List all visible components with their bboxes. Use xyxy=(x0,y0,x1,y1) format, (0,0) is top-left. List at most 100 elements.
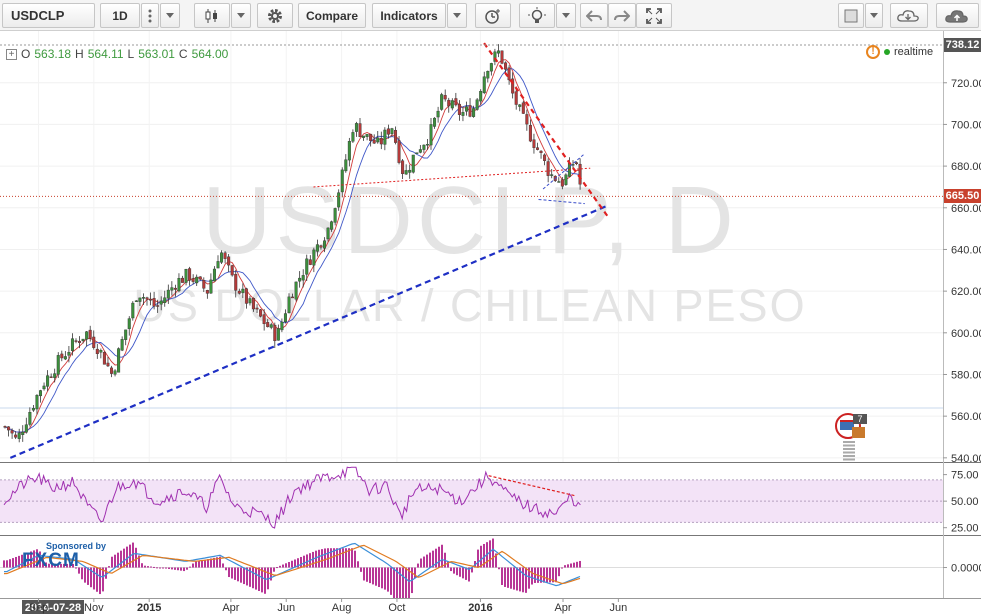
rsi-axis[interactable]: 75.00 50.00 25.00 xyxy=(943,470,979,535)
macd-histogram-bar xyxy=(324,548,326,568)
macd-histogram-bar xyxy=(219,556,221,568)
collapse-legend-icon[interactable]: + xyxy=(6,48,17,60)
macd-histogram-bar xyxy=(96,567,98,592)
candle-body xyxy=(276,328,280,341)
macd-histogram-bar xyxy=(36,549,38,568)
macd-histogram-bar xyxy=(336,548,338,568)
last-price-label: 665.50 xyxy=(944,189,981,204)
event-icon-secondary xyxy=(852,427,865,438)
macd-histogram-bar xyxy=(150,566,152,568)
indicators-button[interactable]: Indicators xyxy=(372,3,446,28)
fullscreen-button[interactable] xyxy=(636,3,672,28)
redo-icon xyxy=(614,9,630,22)
macd-axis[interactable]: 0.0000 xyxy=(943,563,981,575)
macd-pane[interactable]: 0.0000 xyxy=(0,535,981,598)
indicators-dropdown-button[interactable] xyxy=(447,3,467,28)
symbol-search-button[interactable]: USDCLP xyxy=(2,3,95,28)
candle-body xyxy=(70,338,74,351)
flag-stripe xyxy=(840,420,854,422)
candle-body xyxy=(67,352,71,356)
candle-body xyxy=(536,147,540,150)
macd-histogram-bar xyxy=(441,544,443,568)
chart-style-dropdown-button[interactable] xyxy=(231,3,251,28)
macd-histogram-bar xyxy=(399,567,401,598)
price-pane[interactable]: USDCLP, D US DOLLAR / CHILEAN PESO 720.0… xyxy=(0,31,981,462)
interval-more-icon[interactable] xyxy=(141,3,159,28)
time-tick-label: 2016 xyxy=(468,602,492,614)
alert-button[interactable] xyxy=(475,3,511,28)
macd-histogram-bar xyxy=(159,567,161,569)
compare-button[interactable]: Compare xyxy=(298,3,366,28)
candle-body xyxy=(191,278,195,282)
idea-dropdown-button[interactable] xyxy=(556,3,576,28)
trendline-support[interactable] xyxy=(9,204,608,459)
candle-body xyxy=(525,114,529,125)
redo-button[interactable] xyxy=(608,3,636,28)
macd-histogram-bar xyxy=(51,563,53,568)
event-stack-bar xyxy=(843,451,855,454)
macd-histogram-bar xyxy=(231,567,233,579)
settings-button[interactable] xyxy=(257,3,293,28)
macd-histogram-bar xyxy=(417,563,419,568)
ohlc-legend: + O 563.18 H 564.11 L 563.01 C 564.00 xyxy=(6,47,228,61)
candle-body xyxy=(418,149,422,153)
chevron-down-icon xyxy=(562,13,570,18)
macd-histogram-bar xyxy=(381,567,383,589)
moving-average-line xyxy=(4,68,581,433)
macd-histogram-bar xyxy=(24,553,26,568)
candle-body xyxy=(88,329,92,339)
price-axis[interactable]: 720.00 700.00 680.00 660.00 640.00 620.00 600.… xyxy=(943,78,981,462)
load-cloud-button[interactable] xyxy=(936,3,979,28)
candle-body xyxy=(283,313,287,323)
publish-idea-button[interactable] xyxy=(519,3,555,28)
save-cloud-button[interactable] xyxy=(890,3,928,28)
macd-histogram-bar xyxy=(495,553,497,568)
candle-body xyxy=(362,135,366,138)
candle-body xyxy=(273,324,277,342)
interval-dropdown-button[interactable] xyxy=(160,3,180,28)
price-tick-label: 540.00 xyxy=(951,453,981,462)
candle-body xyxy=(188,268,192,281)
macd-histogram-bar xyxy=(303,555,305,568)
rsi-pane[interactable]: 75.00 50.00 25.00 xyxy=(0,462,981,535)
macd-histogram-bar xyxy=(135,547,137,568)
candle-body xyxy=(475,99,479,110)
rsi-tick-label: 25.00 xyxy=(951,523,979,535)
event-stack xyxy=(843,441,855,461)
realtime-indicator[interactable]: ! realtime xyxy=(866,45,933,59)
macd-histogram-bar xyxy=(384,567,386,590)
trendline-channel[interactable] xyxy=(542,153,586,190)
time-tick-label: Jun xyxy=(277,602,295,614)
candle-body xyxy=(433,117,437,127)
layout-dropdown-button[interactable] xyxy=(865,3,883,28)
candle-body xyxy=(482,76,486,94)
trendline-channel-lower[interactable] xyxy=(538,198,585,205)
macd-histogram-bar xyxy=(468,567,470,582)
undo-icon xyxy=(586,9,602,22)
layout-button[interactable] xyxy=(838,3,864,28)
price-tick-label: 660.00 xyxy=(951,203,981,215)
macd-histogram-bar xyxy=(480,545,482,568)
candle-body xyxy=(330,221,334,230)
candle-body xyxy=(10,430,14,434)
macd-histogram-bar xyxy=(558,567,560,577)
candle-body xyxy=(138,297,142,302)
macd-histogram-bar xyxy=(357,561,359,568)
macd-histogram-bar xyxy=(345,548,347,568)
fullscreen-icon xyxy=(646,7,662,24)
candle-body xyxy=(564,174,568,185)
time-cursor-label: 2014-07-28 xyxy=(25,602,81,614)
chart-style-button[interactable] xyxy=(194,3,230,28)
layout-square-icon xyxy=(844,9,858,22)
candle-body xyxy=(120,339,124,351)
macd-histogram-bar xyxy=(492,538,494,568)
sponsor-logo[interactable]: Sponsored by FXCM xyxy=(22,541,106,571)
candle-body xyxy=(241,288,245,294)
candle-body xyxy=(113,370,117,375)
interval-button[interactable]: 1D xyxy=(100,3,140,28)
time-tick-label: Aug xyxy=(332,602,352,614)
earnings-event-marker[interactable]: 7 xyxy=(835,413,867,461)
macd-histogram-bar xyxy=(531,567,533,585)
undo-button[interactable] xyxy=(580,3,608,28)
